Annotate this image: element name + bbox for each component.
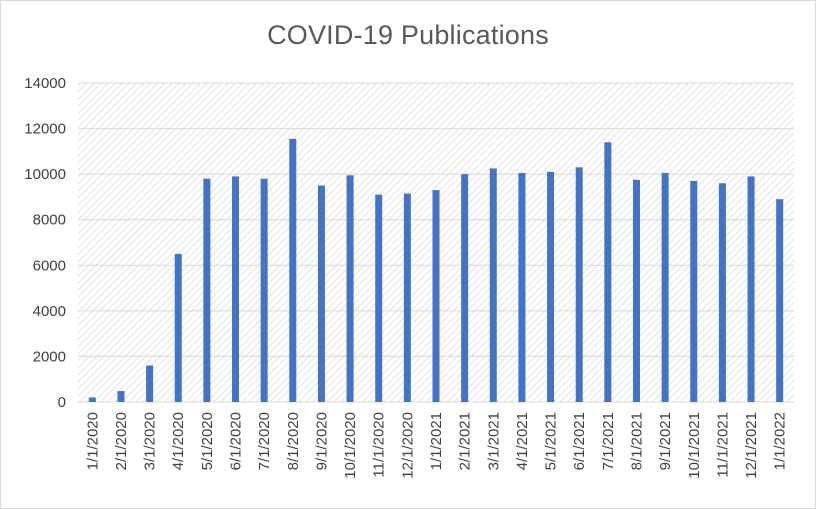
x-tick-label: 9/1/2021 (657, 412, 674, 470)
chart-title: COVID-19 Publications (267, 20, 549, 50)
bar (88, 397, 96, 402)
bar (632, 179, 640, 402)
y-axis-ticks: 0 2000 4000 6000 8000 10000 12000 14000 (24, 75, 66, 411)
bar (518, 173, 526, 402)
x-tick-label: 6/1/2021 (571, 412, 588, 470)
bar (575, 167, 583, 402)
y-tick-label: 6000 (33, 257, 66, 274)
bar (260, 178, 268, 402)
x-tick-label: 3/1/2020 (142, 412, 159, 470)
x-tick-label: 5/1/2020 (199, 412, 216, 470)
y-tick-label: 4000 (33, 303, 66, 320)
x-tick-label: 8/1/2021 (628, 412, 645, 470)
y-tick-label: 10000 (24, 166, 66, 183)
x-axis-ticks: 1/1/2020 2/1/2020 3/1/2020 4/1/2020 5/1/2020… (84, 412, 788, 479)
y-tick-label: 8000 (33, 212, 66, 229)
bar (690, 180, 698, 402)
x-tick-label: 4/1/2020 (170, 412, 187, 470)
bar (661, 173, 669, 402)
x-tick-label: 1/1/2020 (84, 412, 101, 470)
bar (432, 190, 440, 402)
bar (604, 142, 612, 402)
x-tick-label: 5/1/2021 (543, 412, 560, 470)
bar (346, 175, 354, 402)
y-tick-label: 0 (58, 394, 66, 411)
bar (289, 138, 297, 402)
x-tick-label: 9/1/2020 (313, 412, 330, 470)
x-tick-label: 11/1/2021 (714, 412, 731, 478)
bar (232, 176, 240, 402)
x-tick-label: 10/1/2020 (342, 412, 359, 479)
bar (203, 178, 211, 402)
x-tick-label: 2/1/2021 (457, 412, 474, 470)
x-tick-label: 1/1/2021 (428, 412, 445, 470)
bar (403, 193, 411, 402)
bar (117, 391, 125, 402)
bar (461, 174, 469, 402)
y-tick-label: 12000 (24, 121, 66, 138)
bar (489, 168, 497, 402)
x-tick-label: 11/1/2020 (371, 412, 388, 478)
x-tick-label: 3/1/2021 (485, 412, 502, 470)
x-tick-label: 4/1/2021 (514, 412, 531, 470)
bars (88, 138, 784, 402)
bar (547, 171, 555, 402)
x-tick-label: 2/1/2020 (113, 412, 130, 470)
y-tick-label: 14000 (24, 75, 66, 92)
x-tick-label: 12/1/2021 (743, 412, 760, 479)
bar (146, 365, 154, 402)
x-tick-label: 6/1/2020 (228, 412, 245, 470)
bar (174, 253, 182, 402)
y-tick-label: 2000 (33, 348, 66, 365)
x-tick-label: 10/1/2021 (686, 412, 703, 479)
bar (718, 183, 726, 402)
x-tick-label: 7/1/2020 (256, 412, 273, 470)
x-tick-label: 1/1/2022 (772, 412, 789, 470)
x-tick-label: 12/1/2020 (399, 412, 416, 479)
x-tick-label: 7/1/2021 (600, 412, 617, 470)
bar (747, 176, 755, 402)
x-tick-label: 8/1/2020 (285, 412, 302, 470)
bar (776, 199, 784, 402)
bar (375, 194, 383, 402)
bar (317, 185, 325, 402)
